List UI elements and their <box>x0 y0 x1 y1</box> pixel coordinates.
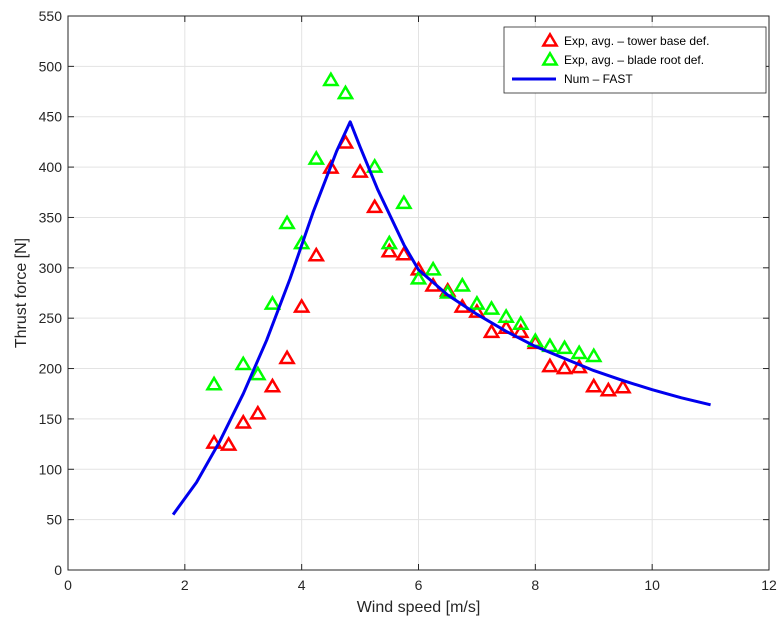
legend: Exp, avg. – tower base def. Exp, avg. – b… <box>503 26 767 94</box>
x-tick-label: 0 <box>64 577 72 593</box>
data-point <box>584 347 603 363</box>
legend-marker-swatch <box>541 50 559 66</box>
data-point <box>278 349 296 365</box>
y-tick-label: 300 <box>39 260 63 276</box>
legend-marker-swatch <box>541 31 559 47</box>
data-point <box>482 299 501 315</box>
y-tick-label: 150 <box>39 411 63 427</box>
data-point <box>234 413 253 429</box>
data-point <box>365 198 384 214</box>
data-point <box>307 149 326 165</box>
axis-ticks: 0 2 4 6 8 10 12 0 50 100 150 200 250 300 350 400 450 500 5… <box>39 8 777 593</box>
x-axis-label: Wind speed [m/s] <box>357 599 481 616</box>
y-tick-label: 50 <box>46 512 62 528</box>
data-point <box>322 158 340 174</box>
data-point <box>511 323 530 339</box>
data-point <box>395 245 413 261</box>
data-point <box>541 357 559 373</box>
data-point <box>205 433 223 449</box>
x-tick-label: 4 <box>298 577 306 593</box>
legend-label: Exp, avg. – tower base def. <box>564 34 709 48</box>
x-tick-label: 10 <box>644 577 660 593</box>
data-point <box>380 242 399 258</box>
data-point <box>409 269 428 285</box>
y-tick-label: 250 <box>39 310 63 326</box>
y-tick-label: 450 <box>39 109 63 125</box>
y-tick-label: 200 <box>39 361 63 377</box>
x-tick-label: 8 <box>531 577 539 593</box>
data-point <box>249 365 267 381</box>
data-point <box>278 214 296 230</box>
data-point <box>336 84 355 100</box>
data-point <box>249 404 267 420</box>
legend-label: Num – FAST <box>564 72 633 86</box>
data-point <box>482 323 501 339</box>
data-point <box>511 315 530 331</box>
data-point <box>614 378 632 394</box>
data-point <box>322 71 340 87</box>
y-tick-label: 550 <box>39 8 63 24</box>
data-point <box>380 234 399 250</box>
y-tick-label: 500 <box>39 58 63 74</box>
data-point <box>555 339 574 355</box>
x-tick-label: 12 <box>761 577 777 593</box>
x-tick-label: 6 <box>415 577 423 593</box>
data-point <box>365 157 384 173</box>
data-point <box>395 194 413 210</box>
data-point <box>599 381 618 397</box>
data-point <box>219 435 238 451</box>
y-tick-label: 350 <box>39 209 63 225</box>
series-2 <box>171 120 711 516</box>
data-point <box>234 355 253 371</box>
series-layer <box>171 71 711 516</box>
data-point <box>205 375 223 391</box>
data-point <box>497 308 515 323</box>
data-point <box>570 344 588 360</box>
y-tick-label: 400 <box>39 159 63 175</box>
data-point <box>307 246 326 262</box>
data-point <box>584 377 603 393</box>
data-point <box>351 162 369 178</box>
legend-label: Exp, avg. – blade root def. <box>564 53 704 67</box>
data-point <box>555 359 574 375</box>
fast-line <box>171 120 711 516</box>
data-point <box>263 377 282 393</box>
data-point <box>468 294 486 310</box>
y-axis-label: Thrust force [N] <box>13 238 30 348</box>
data-point <box>424 260 442 276</box>
data-point <box>453 276 472 292</box>
data-point <box>292 297 311 313</box>
y-tick-label: 0 <box>54 562 62 578</box>
x-tick-label: 2 <box>181 577 189 593</box>
data-point <box>263 294 282 310</box>
y-tick-label: 100 <box>39 461 63 477</box>
